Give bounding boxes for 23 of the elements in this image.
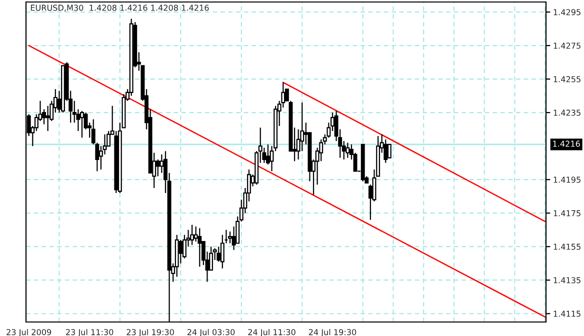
candlestick <box>387 144 392 158</box>
candlestick <box>178 239 183 264</box>
candlestick <box>220 234 224 269</box>
candlestick <box>216 246 221 262</box>
y-tick-label: 1.4115 <box>554 310 580 317</box>
y-tick-label: 1.4295 <box>554 9 580 16</box>
candlestick <box>198 228 202 268</box>
y-tick-label: 1.4255 <box>554 76 580 82</box>
y-tick-label: 1.4195 <box>554 176 580 183</box>
candlestick <box>80 110 84 138</box>
ref-line-label: 1.4216 <box>553 140 580 147</box>
candlestick <box>384 138 388 164</box>
candlestick <box>346 142 350 158</box>
y-tick-label: 1.4235 <box>554 110 580 116</box>
y-tick-label: 1.4275 <box>554 42 580 49</box>
chart-title: EURUSD,M30 1.4208 1.4216 1.4208 1.4216 <box>30 4 209 12</box>
y-tick-label: 1.4155 <box>554 244 580 250</box>
candlestick <box>46 105 50 132</box>
candlestick <box>190 224 194 246</box>
y-tick-label: 1.4175 <box>554 210 580 216</box>
candlestick <box>156 158 160 177</box>
y-tick-label: 1.4135 <box>554 277 580 284</box>
candlestick <box>228 230 232 244</box>
